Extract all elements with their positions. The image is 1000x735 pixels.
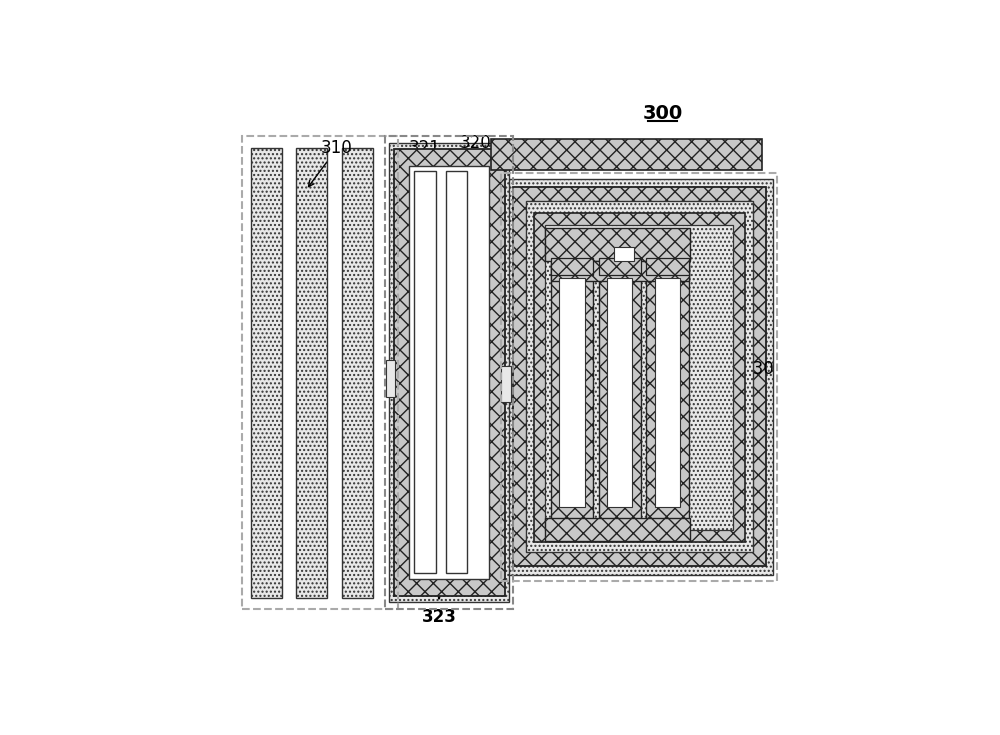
Bar <box>646 258 689 275</box>
Bar <box>559 278 585 507</box>
Text: 320: 320 <box>456 134 492 172</box>
Bar <box>551 264 593 521</box>
Text: 310: 310 <box>309 140 353 187</box>
Bar <box>501 173 777 581</box>
Bar <box>614 247 634 261</box>
Bar <box>551 261 689 281</box>
Text: 322: 322 <box>498 140 531 173</box>
Bar <box>526 201 753 552</box>
Bar <box>242 136 398 609</box>
Bar <box>551 258 593 275</box>
Bar <box>385 136 512 609</box>
Bar <box>409 165 489 579</box>
Bar <box>491 139 762 171</box>
Bar <box>646 264 689 521</box>
Bar <box>599 258 641 275</box>
Text: 330: 330 <box>729 359 775 378</box>
Bar <box>414 171 436 573</box>
Bar <box>534 212 745 542</box>
Bar <box>506 179 773 575</box>
Bar <box>599 264 641 521</box>
Bar <box>386 360 395 397</box>
Bar <box>394 148 505 596</box>
Bar <box>545 225 733 530</box>
Bar <box>446 171 467 573</box>
Bar <box>607 278 632 507</box>
Bar <box>501 365 511 402</box>
Text: 323: 323 <box>421 609 456 626</box>
Bar <box>296 148 327 598</box>
Bar <box>342 148 373 598</box>
Text: 300: 300 <box>642 104 683 123</box>
Bar <box>545 228 690 261</box>
Bar <box>655 278 680 507</box>
Bar <box>545 518 690 541</box>
Bar <box>512 187 766 567</box>
Bar <box>251 148 282 598</box>
Bar <box>389 143 509 601</box>
Text: 321: 321 <box>405 140 441 178</box>
